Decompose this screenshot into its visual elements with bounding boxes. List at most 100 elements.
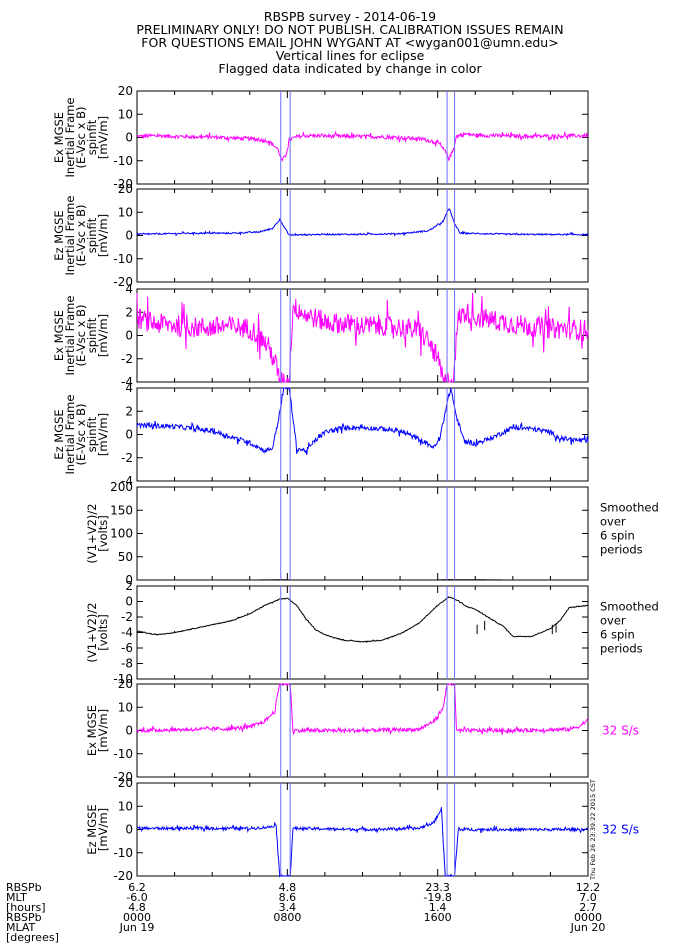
y-axis-label: spinfit xyxy=(85,119,99,155)
y-tick-label: 150 xyxy=(110,503,133,517)
y-axis-label: Ez MGSE xyxy=(52,210,66,260)
panel-frame-p5 xyxy=(136,486,589,581)
x-tick-label: 4.8 xyxy=(279,881,297,894)
x-row-label: RBSPb xyxy=(6,881,42,894)
y-tick-label: 10 xyxy=(118,107,133,121)
y-tick-label: -4 xyxy=(121,474,133,488)
y-tick-label: 2 xyxy=(125,404,133,418)
y-axis-label: (E-Vsc x B) xyxy=(74,305,88,367)
x-tick-label: -6.0 xyxy=(126,891,147,904)
smoothing-note: over xyxy=(600,614,626,628)
series-line-p1 xyxy=(137,130,589,162)
y-tick-label: 0 xyxy=(125,329,133,343)
timestamp-note: Thu Feb 26 23:39:22 2015 CST xyxy=(589,779,597,881)
y-tick-label: 0 xyxy=(125,428,133,442)
y-axis-label: (E-Vsc x B) xyxy=(74,205,88,267)
panel-frame-p6 xyxy=(136,585,589,680)
y-axis-label: Inertial Frame xyxy=(63,98,77,178)
smoothing-note: Smoothed xyxy=(600,600,659,614)
x-tick-label: Jun 20 xyxy=(570,921,606,934)
y-axis-label: (E-Vsc x B) xyxy=(74,404,88,466)
smoothing-note: 6 spin xyxy=(600,628,635,642)
y-tick-label: 20 xyxy=(118,677,133,691)
x-tick-label: 0800 xyxy=(273,911,301,924)
y-tick-label: -10 xyxy=(113,747,133,761)
y-tick-label: 20 xyxy=(118,182,133,196)
panel-frame-p2 xyxy=(136,188,589,283)
y-axis-label: Ex MGSE xyxy=(52,310,66,361)
smoothing-note: 6 spin xyxy=(600,529,635,543)
y-tick-label: -10 xyxy=(113,252,133,266)
contact-line: FOR QUESTIONS EMAIL JOHN WYGANT AT <wyga… xyxy=(141,35,559,50)
y-axis-label: [mV/m] xyxy=(96,413,110,456)
y-tick-label: 2 xyxy=(125,305,133,319)
y-tick-label: 10 xyxy=(118,799,133,813)
y-tick-label: -20 xyxy=(113,177,133,191)
y-axis-label: [mV/m] xyxy=(96,116,110,159)
y-tick-label: -4 xyxy=(121,626,133,640)
y-tick-label: -10 xyxy=(113,672,133,686)
x-row-label: [hours] xyxy=(6,901,46,914)
x-row-label: MLT xyxy=(6,891,27,904)
y-tick-label: -10 xyxy=(113,154,133,168)
series-line-p6 xyxy=(136,596,589,644)
y-axis-label: [mV/m] xyxy=(96,214,110,257)
y-tick-label: 20 xyxy=(118,84,133,98)
x-tick-label: 0000 xyxy=(574,911,602,924)
y-axis-label: spinfit xyxy=(85,317,99,353)
y-tick-label: -4 xyxy=(121,375,133,389)
y-axis-label: [volts] xyxy=(96,515,110,552)
y-tick-label: -20 xyxy=(113,275,133,289)
y-tick-label: 4 xyxy=(125,282,133,296)
y-axis-label: spinfit xyxy=(85,416,99,452)
series-line-p4 xyxy=(136,387,589,455)
y-axis-label: spinfit xyxy=(85,217,99,253)
x-tick-label: Jun 19 xyxy=(119,921,155,934)
y-axis-label: Inertial Frame xyxy=(63,296,77,376)
smoothing-note: periods xyxy=(600,642,643,656)
y-tick-label: 10 xyxy=(118,700,133,714)
y-tick-label: -20 xyxy=(113,869,133,883)
flag-note: Flagged data indicated by change in colo… xyxy=(218,61,482,76)
y-tick-label: 0 xyxy=(125,724,133,738)
x-tick-label: 2.7 xyxy=(579,901,597,914)
x-tick-label: 23.3 xyxy=(425,881,450,894)
x-row-label: [degrees] xyxy=(6,931,59,944)
y-tick-label: 0 xyxy=(125,131,133,145)
x-tick-label: 6.2 xyxy=(128,881,146,894)
y-tick-label: 100 xyxy=(110,527,133,541)
y-axis-label: (V1+V2)/2 xyxy=(85,602,99,662)
x-tick-label: 1600 xyxy=(424,911,452,924)
panel-frame-p3 xyxy=(136,288,589,383)
series-line-p3 xyxy=(136,292,589,384)
y-tick-label: -2 xyxy=(121,451,133,465)
y-tick-label: -10 xyxy=(113,846,133,860)
warning-line: PRELIMINARY ONLY! DO NOT PUBLISH. CALIBR… xyxy=(136,22,564,37)
sample-rate-label: 32 S/s xyxy=(602,823,639,837)
x-tick-label: 8.6 xyxy=(279,891,297,904)
y-axis-label: Inertial Frame xyxy=(63,395,77,475)
y-tick-label: 0 xyxy=(125,823,133,837)
y-axis-label: [mV/m] xyxy=(96,314,110,357)
y-tick-label: -8 xyxy=(121,657,133,671)
chart-title: RBSPB survey - 2014-06-19 xyxy=(263,9,437,24)
y-axis-label: (V1+V2)/2 xyxy=(85,503,99,563)
y-tick-label: 2 xyxy=(125,579,133,593)
y-tick-label: 50 xyxy=(118,550,133,564)
y-tick-label: -6 xyxy=(121,641,133,655)
panel-frame-p4 xyxy=(136,387,589,482)
y-axis-label: [volts] xyxy=(96,614,110,651)
y-axis-label: Ez MGSE xyxy=(85,804,99,854)
series-line-p8 xyxy=(137,807,589,878)
y-axis-label: [mV/m] xyxy=(96,709,110,752)
y-tick-label: -20 xyxy=(113,770,133,784)
x-row-label: RBSPb xyxy=(6,911,42,924)
x-tick-label: 3.4 xyxy=(279,901,297,914)
y-tick-label: 0 xyxy=(125,595,133,609)
series-line-p2 xyxy=(136,208,589,237)
y-tick-label: -2 xyxy=(121,352,133,366)
sample-rate-label: 32 S/s xyxy=(602,724,639,738)
y-tick-label: -2 xyxy=(121,610,133,624)
chart-header: RBSPB survey - 2014-06-19 PRELIMINARY ON… xyxy=(0,10,700,75)
